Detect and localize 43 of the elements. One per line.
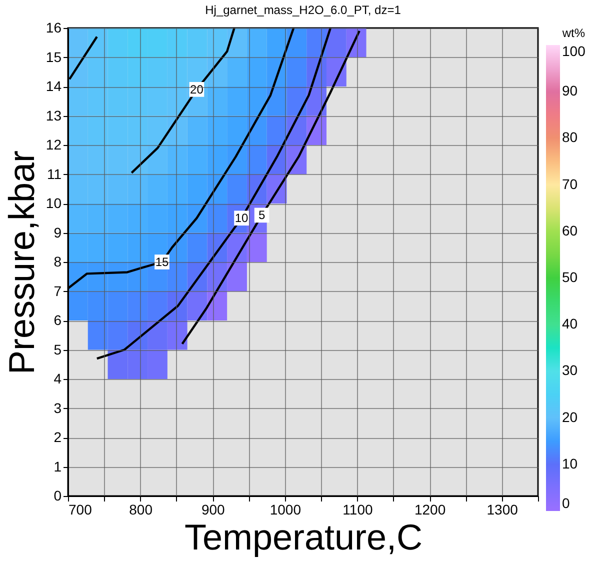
series-label: 10 <box>234 211 249 226</box>
color-bar-label: 20 <box>562 408 578 425</box>
series-label: 5 <box>258 208 266 222</box>
color-bar-label: 70 <box>562 176 578 192</box>
y-tick-label: 6 <box>54 312 62 328</box>
color-bar-label: 50 <box>562 269 578 285</box>
y-tick-label: 1 <box>54 458 62 474</box>
y-tick-label: 8 <box>54 254 62 270</box>
color-bar-label: 40 <box>562 316 578 332</box>
color-bar-label: 10 <box>562 455 578 472</box>
chart-title: Hj_garnet_mass_H2O_6.0_PT, dz=1 <box>205 3 402 17</box>
y-tick-label: 10 <box>46 195 62 211</box>
y-tick-label: 15 <box>46 48 62 65</box>
color-bar-label: 60 <box>562 222 578 238</box>
y-axis-title: Pressure,kbar <box>0 150 42 375</box>
y-tick-label: 7 <box>54 282 62 299</box>
color-bar-title: wt% <box>561 26 586 40</box>
x-tick-label: 700 <box>68 502 92 518</box>
color-bar-label: 80 <box>562 129 578 146</box>
y-tick-label: 16 <box>46 20 62 36</box>
x-axis-title: Temperature,C <box>184 516 423 558</box>
color-bar-label: 30 <box>562 362 578 378</box>
x-tick-label: 800 <box>129 502 153 518</box>
color-bar-label: 90 <box>562 82 578 99</box>
y-tick-label: 5 <box>54 341 62 358</box>
y-tick-label: 13 <box>46 107 62 124</box>
x-tick-label: 1000 <box>270 502 302 518</box>
series-label: 15 <box>155 255 169 269</box>
y-tick-label: 14 <box>46 78 62 94</box>
y-tick-label: 0 <box>54 488 62 504</box>
y-tick-label: 3 <box>54 400 62 416</box>
y-tick-label: 2 <box>54 429 62 445</box>
y-tick-label: 9 <box>54 224 62 240</box>
color-bar-label: 100 <box>562 43 586 59</box>
y-tick-label: 4 <box>54 370 62 386</box>
x-tick-label: 900 <box>201 502 226 518</box>
series-label: 20 <box>190 82 204 96</box>
x-tick-label: 1300 <box>486 502 518 518</box>
y-tick-label: 12 <box>46 136 62 152</box>
y-tick-label: 11 <box>46 166 62 182</box>
x-tick-label: 1200 <box>414 502 446 518</box>
x-tick-label: 1100 <box>342 502 373 518</box>
color-bar-label: 0 <box>562 495 570 511</box>
